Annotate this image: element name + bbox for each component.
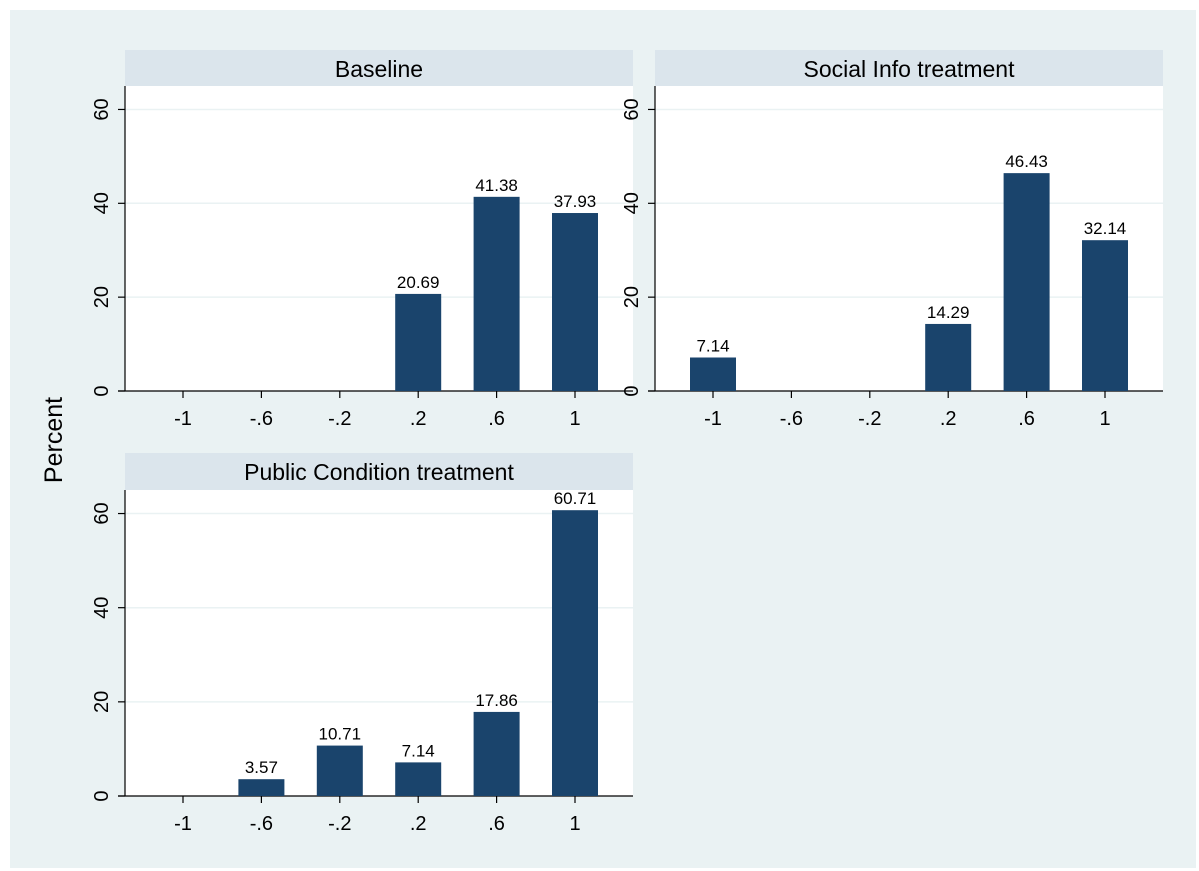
bar-value-label: 3.57: [245, 758, 278, 777]
x-tick-label: .2: [410, 813, 427, 835]
y-tick-label: 40: [621, 192, 643, 214]
bar-6: [552, 510, 598, 796]
panel-1: Baseline 0 20 40 60 -1 -.6 -.2 20.69 .2 41.38 .6 37.…: [91, 50, 633, 430]
y-tick-label: 40: [91, 192, 113, 214]
bar-3: [316, 745, 363, 796]
x-tick-label: -.6: [780, 408, 803, 430]
bar-5: [1003, 173, 1050, 391]
panels: Baseline 0 20 40 60 -1 -.6 -.2 20.69 .2 41.38 .6 37.…: [91, 50, 1163, 835]
bar-5: [473, 711, 520, 796]
bar-value-label: 32.14: [1084, 219, 1127, 238]
bar-2: [238, 779, 285, 796]
y-tick-label: 60: [91, 98, 113, 120]
x-tick-label: .2: [410, 408, 427, 430]
x-tick-label: -.2: [328, 813, 351, 835]
bar-1: [690, 357, 736, 391]
bar-value-label: 17.86: [475, 691, 518, 710]
x-tick-label: -.6: [250, 813, 273, 835]
panel-title: Baseline: [335, 56, 423, 82]
panel-3: Public Condition treatment 0 20 40 60 -1 3.57 -…: [91, 453, 633, 835]
y-tick-label: 60: [621, 98, 643, 120]
bar-value-label: 10.71: [319, 725, 362, 744]
y-tick-label: 40: [91, 597, 113, 619]
panel-header: [125, 50, 633, 86]
y-tick-label: 20: [91, 286, 113, 308]
bar-value-label: 37.93: [554, 192, 597, 211]
bar-4: [925, 323, 972, 391]
x-tick-label: .6: [488, 813, 505, 835]
bar-4: [395, 762, 442, 796]
plot-area: [655, 86, 1163, 391]
y-tick-label: 20: [91, 691, 113, 713]
x-tick-label: .6: [1018, 408, 1035, 430]
y-axis-label: Percent: [40, 397, 68, 483]
plot-area: [125, 490, 633, 796]
bar-value-label: 7.14: [402, 741, 435, 760]
bar-value-label: 46.43: [1005, 152, 1048, 171]
x-tick-label: -.2: [858, 408, 881, 430]
panel-header: [655, 50, 1163, 86]
panel-title: Social Info treatment: [804, 56, 1016, 82]
bar-value-label: 14.29: [927, 303, 970, 322]
y-tick-label: 0: [91, 790, 113, 801]
x-tick-label: 1: [569, 408, 580, 430]
bar-6: [1082, 240, 1128, 391]
x-tick-label: -1: [174, 408, 192, 430]
bar-4: [395, 293, 442, 391]
panel-title: Public Condition treatment: [244, 459, 514, 485]
bar-6: [552, 213, 598, 391]
plot-area: [125, 86, 633, 391]
x-tick-label: .2: [940, 408, 957, 430]
bar-value-label: 7.14: [696, 336, 729, 355]
bar-value-label: 20.69: [397, 273, 440, 292]
bar-value-label: 41.38: [475, 176, 518, 195]
x-tick-label: 1: [1099, 408, 1110, 430]
y-tick-label: 60: [91, 502, 113, 524]
panel-header: [125, 453, 633, 490]
y-tick-label: 20: [621, 286, 643, 308]
x-tick-label: -.6: [250, 408, 273, 430]
x-tick-label: -1: [704, 408, 722, 430]
bar-5: [473, 196, 520, 391]
y-tick-label: 0: [91, 385, 113, 396]
x-tick-label: .6: [488, 408, 505, 430]
x-tick-label: -1: [174, 813, 192, 835]
bar-value-label: 60.71: [554, 489, 597, 508]
panel-2: Social Info treatment 0 20 40 60 7.14 -1 -.6 -.2…: [621, 50, 1163, 430]
y-tick-label: 0: [621, 385, 643, 396]
x-tick-label: -.2: [328, 408, 351, 430]
x-tick-label: 1: [569, 813, 580, 835]
